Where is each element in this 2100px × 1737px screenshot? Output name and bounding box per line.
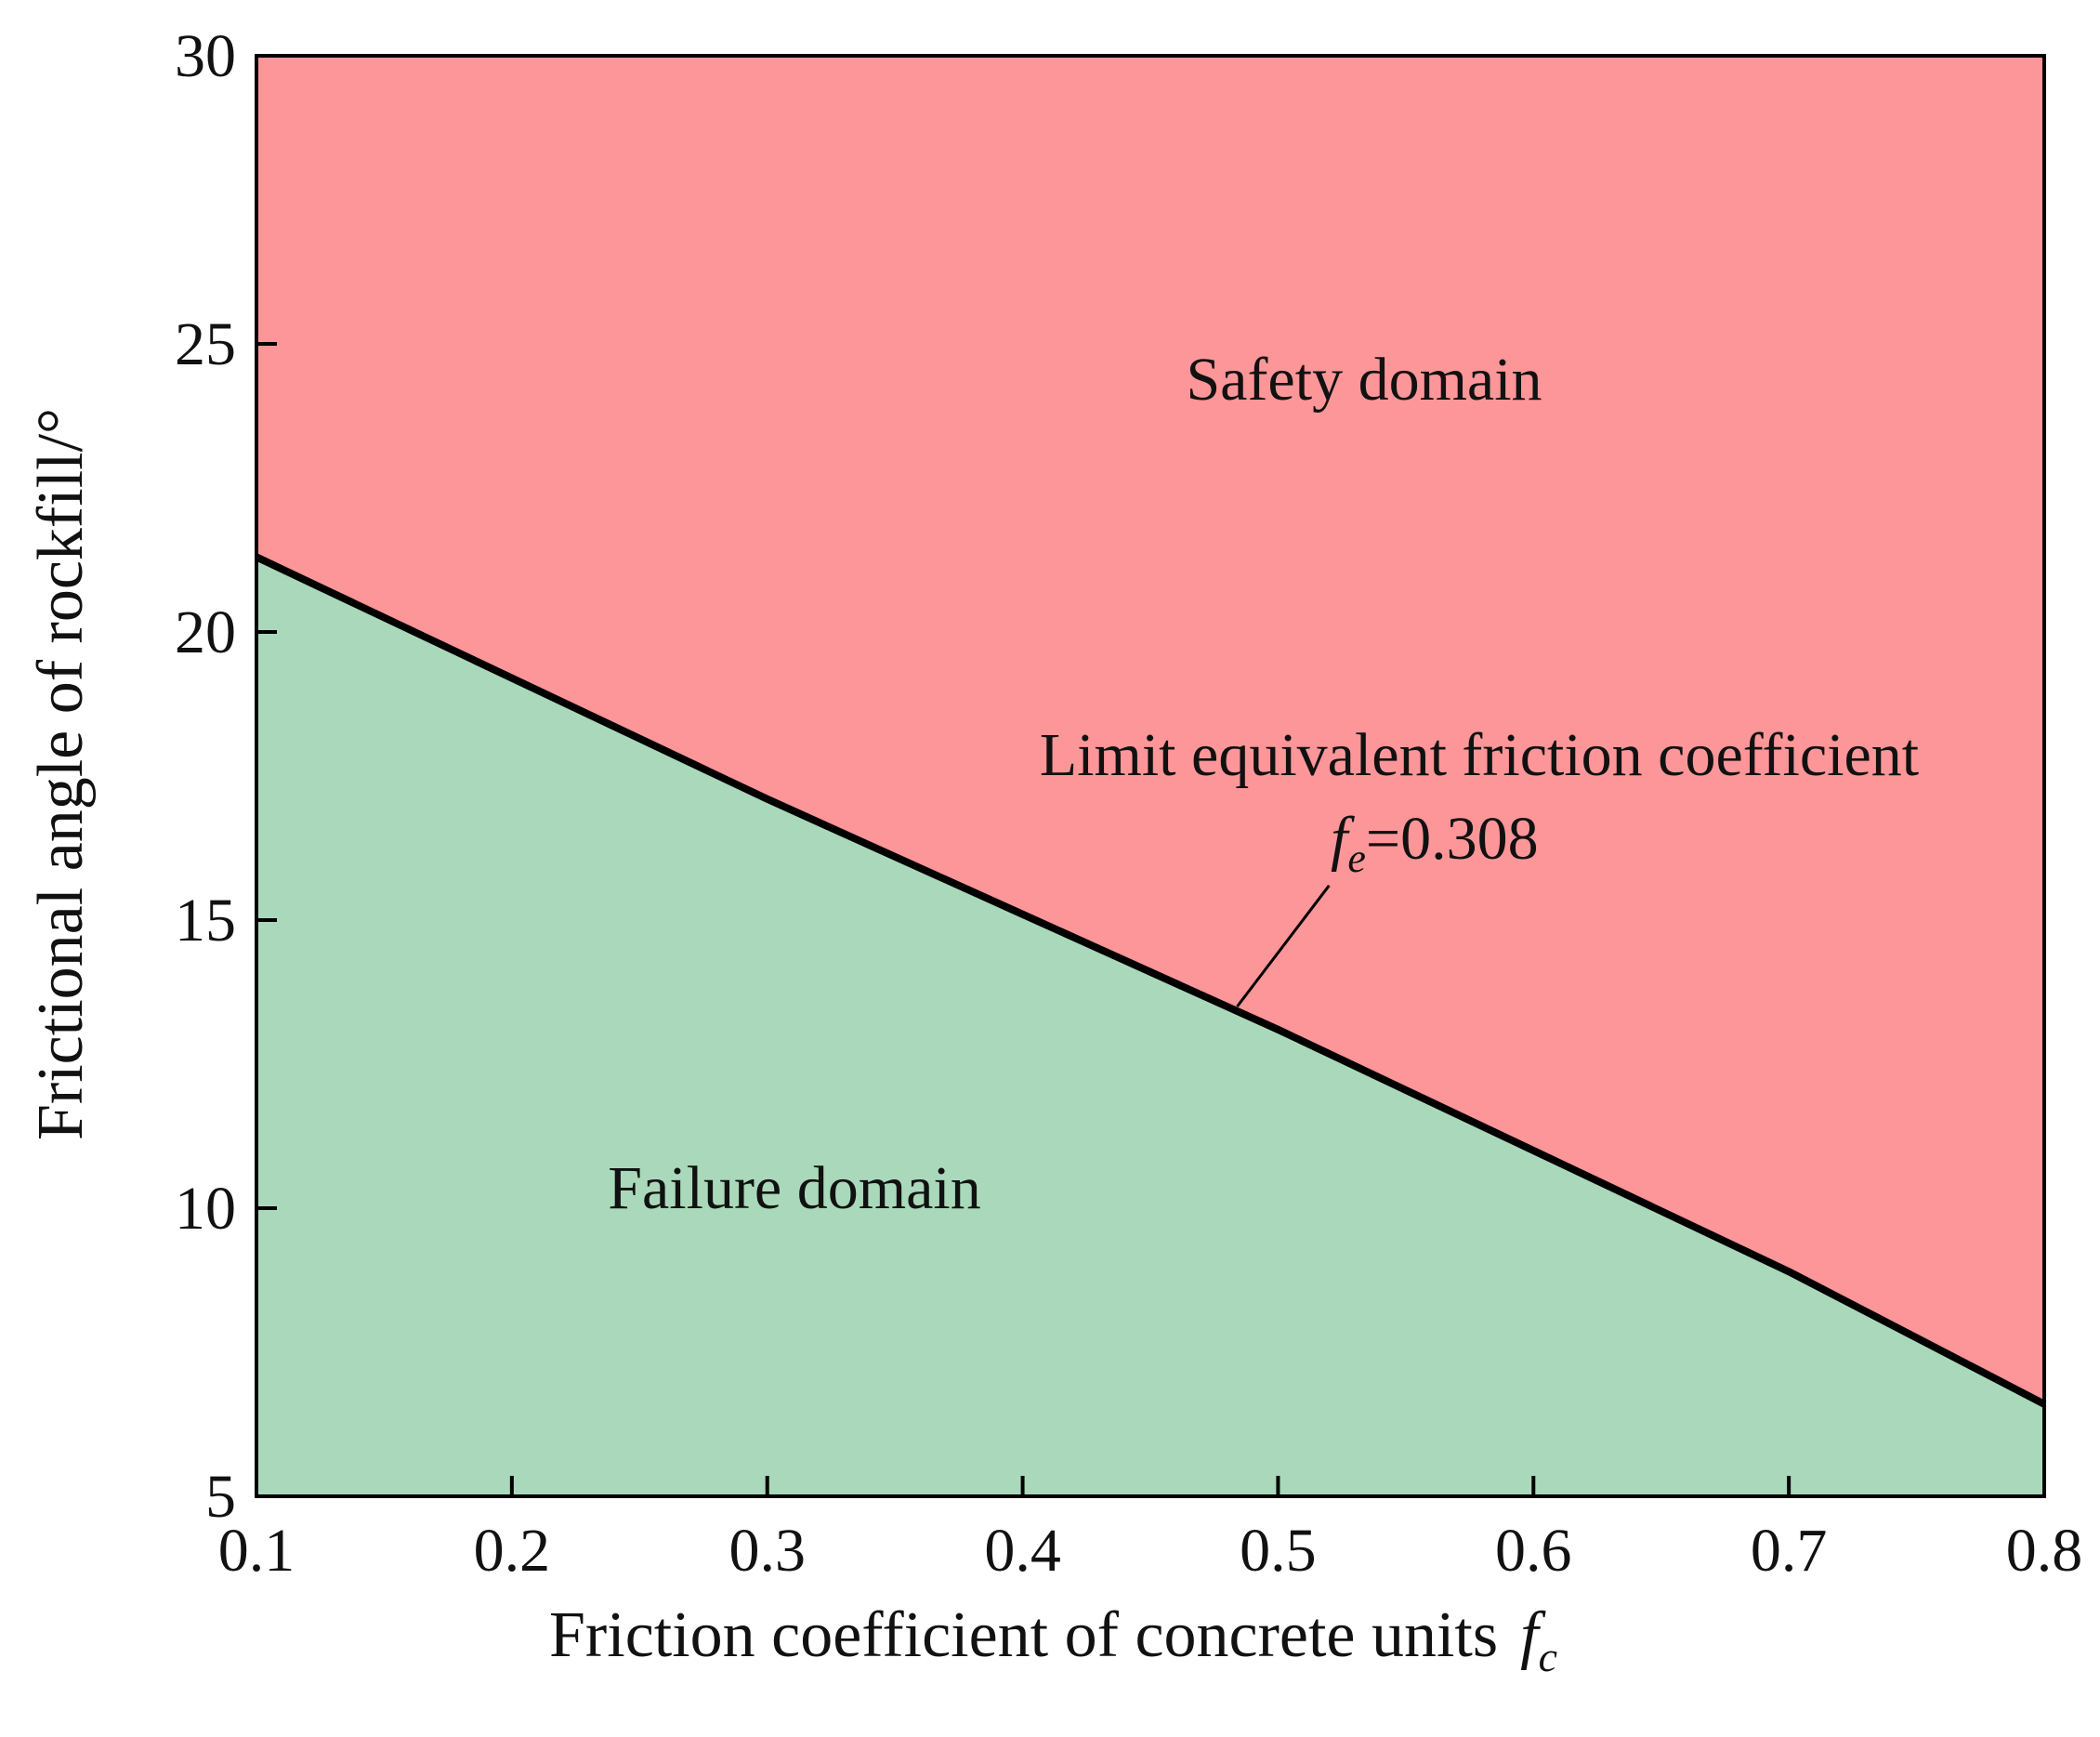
x-tick-label: 0.1 <box>218 1517 295 1585</box>
limit-boundary-line <box>255 553 2046 1408</box>
limit-coefficient-label: Limit equivalent friction coefficient <box>1040 721 1919 789</box>
failure-domain-region <box>256 557 2044 1496</box>
x-tick-label: 0.4 <box>984 1517 1061 1585</box>
x-tick-label: 0.7 <box>1751 1517 1828 1585</box>
x-axis-title: Friction coefficient of concrete units fc <box>549 1599 1557 1680</box>
y-axis-ticks: 5 10 15 20 25 30 <box>175 22 277 1531</box>
annotation-pointer-line <box>1236 884 1331 1007</box>
x-tick-label: 0.6 <box>1495 1517 1572 1585</box>
x-tick-label: 0.5 <box>1240 1517 1317 1585</box>
y-axis-title: Frictional angle of rockfill/° <box>25 408 97 1140</box>
y-tick-label: 15 <box>175 887 236 954</box>
x-tick-label: 0.8 <box>2006 1517 2083 1585</box>
safety-domain-region <box>256 56 2044 1404</box>
safety-domain-label: Safety domain <box>1186 346 1542 414</box>
y-tick-label: 30 <box>175 22 236 90</box>
x-tick-label: 0.2 <box>474 1517 551 1585</box>
y-tick-label: 25 <box>175 310 236 378</box>
x-tick-label: 0.3 <box>728 1517 806 1585</box>
x-axis-ticks: 0.1 0.2 0.3 0.4 0.5 0.6 0.7 0.8 <box>218 1476 2083 1585</box>
y-tick-label: 10 <box>175 1175 236 1243</box>
plot-frame <box>255 54 2046 1498</box>
y-tick-label: 20 <box>175 599 236 666</box>
failure-domain-label: Failure domain <box>608 1154 980 1222</box>
y-tick-label: 5 <box>205 1463 236 1531</box>
